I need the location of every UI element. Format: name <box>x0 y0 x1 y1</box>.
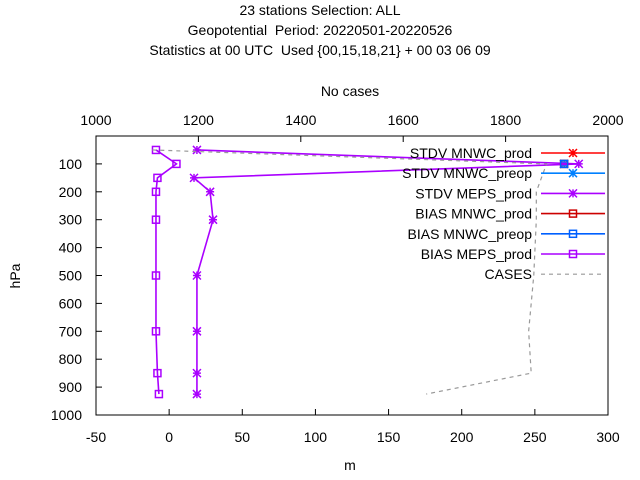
legend-entry: CASES <box>485 266 605 282</box>
legend-entry: STDV MEPS_prod <box>415 185 605 201</box>
point-marker <box>153 173 162 183</box>
point-marker <box>568 209 578 218</box>
point-marker <box>559 159 569 169</box>
x2-tick-label: 1600 <box>388 112 419 128</box>
legend-label: STDV MNWC_prod <box>410 145 532 161</box>
legend-entry: STDV MNWC_prod <box>410 145 605 161</box>
chart-title-line-1: 23 stations Selection: ALL <box>239 2 401 18</box>
legend-label: BIAS MNWC_preop <box>408 226 533 242</box>
series-lines <box>151 145 584 399</box>
point-marker <box>192 326 202 336</box>
y-tick-label: 600 <box>59 295 83 311</box>
point-marker <box>151 271 161 280</box>
x2-tick-label: 1400 <box>285 112 316 128</box>
point-marker <box>574 159 584 169</box>
series-bias-mnwc-preop <box>559 159 569 169</box>
series-line <box>155 149 178 395</box>
y-tick-label: 400 <box>59 240 83 256</box>
series-bias-meps-prod <box>151 145 181 399</box>
legend-label: STDV MNWC_preop <box>402 165 532 181</box>
x-tick-label: 50 <box>234 429 250 445</box>
x-tick-label: 100 <box>304 429 328 445</box>
x-axis-label: m <box>344 457 356 473</box>
legend-label: CASES <box>485 266 532 282</box>
chart-title-line-2: Geopotential Period: 20220501-20220526 <box>187 22 453 38</box>
axis-ticks: -50 0 50 100 150 200 250 300 1000 1200 1400 1600 180… <box>51 112 624 445</box>
x-tick-label: 300 <box>596 429 620 445</box>
y-tick-label: 1000 <box>51 407 82 423</box>
x2-axis-label: No cases <box>321 83 379 99</box>
point-marker <box>192 145 202 155</box>
legend-label: BIAS MNWC_prod <box>415 206 532 222</box>
legend-entry: BIAS MNWC_prod <box>415 206 605 222</box>
point-marker <box>568 148 578 158</box>
legend-label: BIAS MEPS_prod <box>421 246 532 262</box>
x-tick-label: 250 <box>523 429 547 445</box>
point-marker <box>192 270 202 281</box>
point-marker <box>154 389 164 399</box>
y-tick-label: 800 <box>59 351 83 367</box>
point-marker <box>568 249 578 259</box>
legend-label: STDV MEPS_prod <box>415 185 532 201</box>
point-marker <box>192 368 202 378</box>
point-marker <box>151 215 161 224</box>
legend-entry: BIAS MNWC_preop <box>408 226 605 242</box>
legend-entry: STDV MNWC_preop <box>402 165 605 181</box>
point-marker <box>568 229 578 239</box>
x2-tick-label: 1000 <box>80 112 111 128</box>
x-tick-label: -50 <box>86 429 106 445</box>
point-marker <box>205 187 215 197</box>
y-tick-label: 500 <box>59 268 83 284</box>
x2-tick-label: 1800 <box>490 112 521 128</box>
x-tick-label: 200 <box>450 429 474 445</box>
point-marker <box>208 215 218 225</box>
y-tick-label: 100 <box>59 156 83 172</box>
series-stdv-meps-prod <box>189 145 584 399</box>
y-tick-label: 300 <box>59 212 83 228</box>
legend-entry: BIAS MEPS_prod <box>421 246 605 262</box>
y-tick-label: 700 <box>59 323 83 339</box>
y-tick-label: 200 <box>59 184 83 200</box>
point-marker <box>151 187 161 197</box>
point-marker <box>568 168 578 178</box>
point-marker <box>568 188 578 198</box>
x-tick-label: 0 <box>165 429 173 445</box>
point-marker <box>172 159 181 169</box>
y-axis-label: hPa <box>7 263 23 288</box>
legend: STDV MNWC_prod STDV MNWC_preop STDV MEPS_p… <box>402 145 605 282</box>
chart-title-line-3: Statistics at 00 UTC Used {00,15,18,21} … <box>149 42 491 58</box>
point-marker <box>189 173 199 183</box>
x2-tick-label: 2000 <box>592 112 623 128</box>
point-marker <box>151 327 161 336</box>
x2-tick-label: 1200 <box>183 112 214 128</box>
y-tick-label: 900 <box>59 379 83 395</box>
point-marker <box>192 389 202 399</box>
point-marker <box>153 368 162 378</box>
x-tick-label: 150 <box>377 429 401 445</box>
